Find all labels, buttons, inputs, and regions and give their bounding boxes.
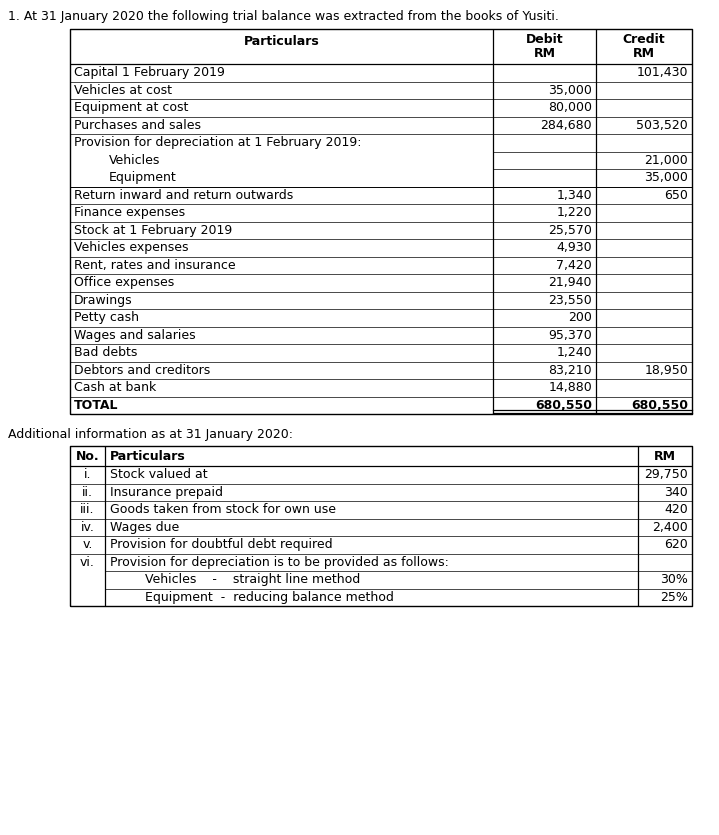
Text: Particulars: Particulars (244, 35, 319, 48)
Text: v.: v. (82, 539, 93, 551)
Text: Wages due: Wages due (110, 521, 179, 534)
Text: 4,930: 4,930 (557, 241, 592, 254)
Text: Additional information as at 31 January 2020:: Additional information as at 31 January … (8, 428, 293, 441)
Text: iv.: iv. (81, 521, 94, 534)
Text: 7,420: 7,420 (557, 259, 592, 271)
Text: RM: RM (633, 47, 655, 60)
Text: 21,000: 21,000 (644, 154, 688, 167)
Text: Wages and salaries: Wages and salaries (74, 329, 196, 342)
Text: Vehicles expenses: Vehicles expenses (74, 241, 188, 254)
Text: 1,220: 1,220 (557, 206, 592, 220)
Text: 680,550: 680,550 (535, 399, 592, 412)
Text: 340: 340 (664, 486, 688, 498)
Text: 23,550: 23,550 (549, 294, 592, 306)
Text: 29,750: 29,750 (644, 468, 688, 481)
Text: Stock at 1 February 2019: Stock at 1 February 2019 (74, 224, 232, 237)
Text: 680,550: 680,550 (631, 399, 688, 412)
Text: Vehicles: Vehicles (109, 154, 160, 167)
Text: iii.: iii. (81, 504, 95, 516)
Text: Finance expenses: Finance expenses (74, 206, 185, 220)
Text: Equipment at cost: Equipment at cost (74, 101, 188, 114)
Text: Debtors and creditors: Debtors and creditors (74, 364, 210, 377)
Text: 18,950: 18,950 (644, 364, 688, 377)
Text: RM: RM (654, 449, 676, 463)
Text: 80,000: 80,000 (548, 101, 592, 114)
Text: No.: No. (75, 449, 99, 463)
Text: TOTAL: TOTAL (74, 399, 119, 412)
Text: RM: RM (533, 47, 556, 60)
Text: Goods taken from stock for own use: Goods taken from stock for own use (110, 504, 336, 516)
Text: Drawings: Drawings (74, 294, 132, 306)
Text: Stock valued at: Stock valued at (110, 468, 208, 481)
Text: 1. At 31 January 2020 the following trial balance was extracted from the books o: 1. At 31 January 2020 the following tria… (8, 10, 559, 23)
Text: i.: i. (83, 468, 91, 481)
Text: 200: 200 (568, 311, 592, 324)
Text: Return inward and return outwards: Return inward and return outwards (74, 189, 293, 202)
Text: 14,880: 14,880 (549, 382, 592, 394)
Text: 101,430: 101,430 (636, 66, 688, 79)
Text: 650: 650 (664, 189, 688, 202)
Text: 95,370: 95,370 (549, 329, 592, 342)
Text: 620: 620 (664, 539, 688, 551)
Text: Petty cash: Petty cash (74, 311, 139, 324)
Text: 25%: 25% (660, 590, 688, 604)
Text: Equipment  -  reducing balance method: Equipment - reducing balance method (145, 590, 394, 604)
Text: 420: 420 (664, 504, 688, 516)
Text: 83,210: 83,210 (549, 364, 592, 377)
Text: 35,000: 35,000 (644, 171, 688, 185)
Text: Provision for depreciation is to be provided as follows:: Provision for depreciation is to be prov… (110, 556, 449, 569)
Text: 1,340: 1,340 (557, 189, 592, 202)
Text: Capital 1 February 2019: Capital 1 February 2019 (74, 66, 225, 79)
Text: Vehicles    -    straight line method: Vehicles - straight line method (145, 574, 360, 586)
Text: 1,240: 1,240 (557, 347, 592, 359)
Text: Provision for doubtful debt required: Provision for doubtful debt required (110, 539, 333, 551)
Text: Purchases and sales: Purchases and sales (74, 119, 201, 132)
Text: Cash at bank: Cash at bank (74, 382, 156, 394)
Text: Office expenses: Office expenses (74, 276, 174, 289)
Text: ii.: ii. (82, 486, 93, 498)
Text: Debit: Debit (526, 33, 563, 46)
Text: vi.: vi. (80, 556, 95, 569)
Text: 25,570: 25,570 (548, 224, 592, 237)
Text: Insurance prepaid: Insurance prepaid (110, 486, 223, 498)
Text: Equipment: Equipment (109, 171, 177, 185)
Text: 35,000: 35,000 (548, 84, 592, 97)
Text: Rent, rates and insurance: Rent, rates and insurance (74, 259, 236, 271)
Text: Credit: Credit (623, 33, 665, 46)
Text: Vehicles at cost: Vehicles at cost (74, 84, 172, 97)
Text: 21,940: 21,940 (549, 276, 592, 289)
Text: Particulars: Particulars (110, 449, 186, 463)
Text: 284,680: 284,680 (541, 119, 592, 132)
Text: 2,400: 2,400 (652, 521, 688, 534)
Text: 30%: 30% (660, 574, 688, 586)
Text: Provision for depreciation at 1 February 2019:: Provision for depreciation at 1 February… (74, 136, 362, 149)
Text: Bad debts: Bad debts (74, 347, 137, 359)
Text: 503,520: 503,520 (636, 119, 688, 132)
